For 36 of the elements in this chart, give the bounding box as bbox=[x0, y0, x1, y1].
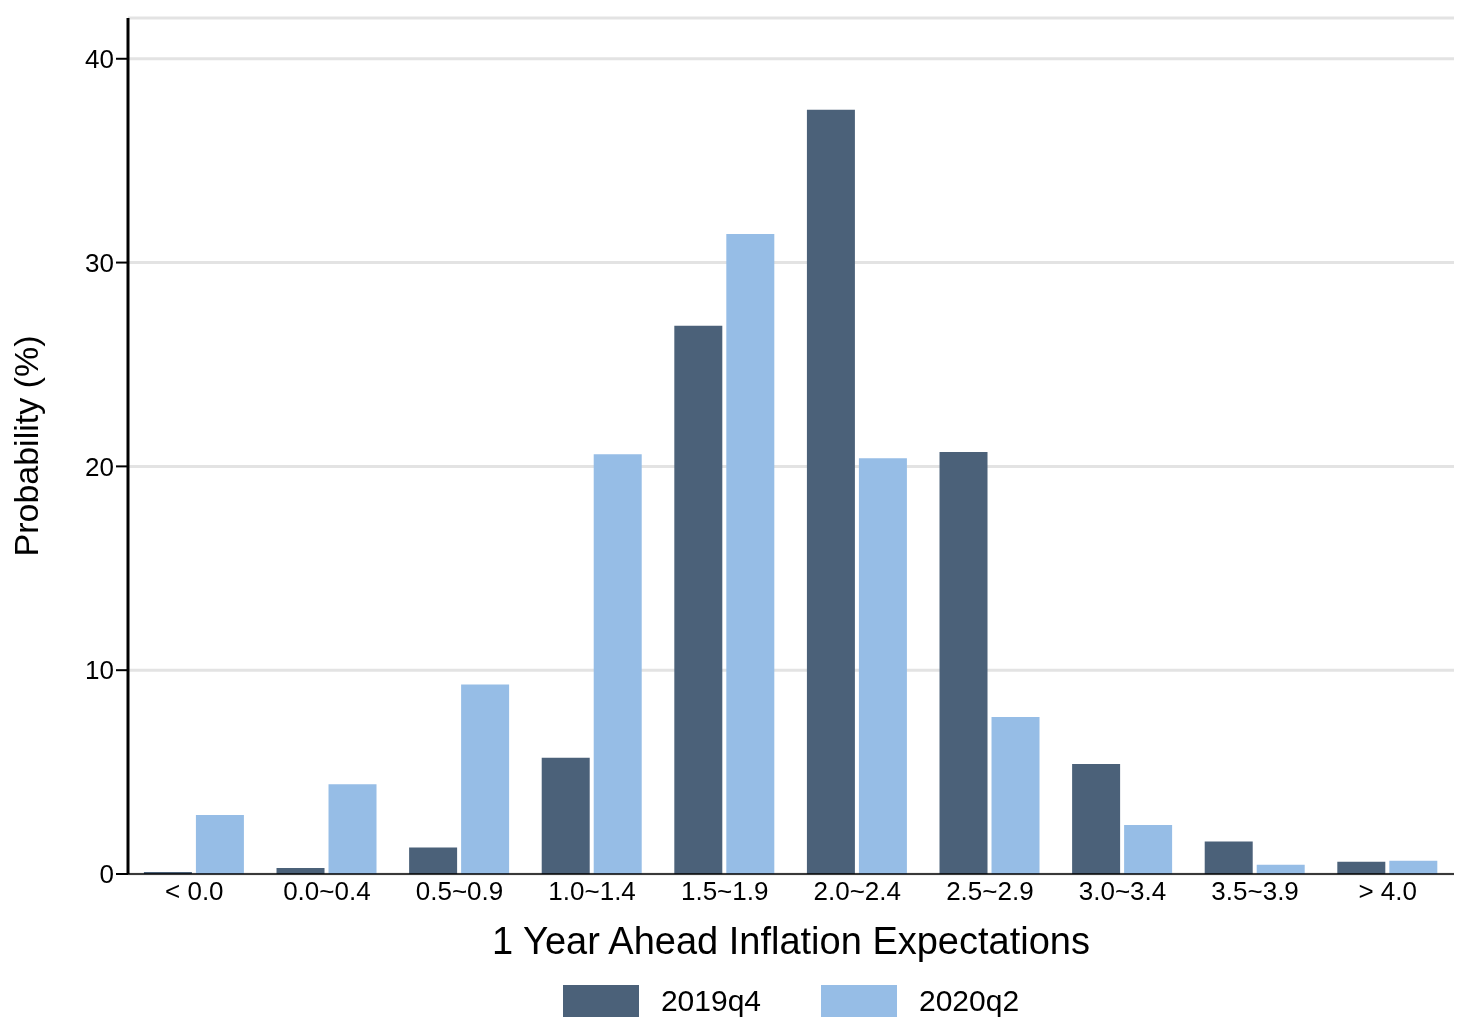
x-tick-label: 1.0~1.4 bbox=[548, 876, 636, 907]
x-axis-title: 1 Year Ahead Inflation Expectations bbox=[492, 920, 1090, 962]
y-tick-label: 10 bbox=[85, 655, 114, 686]
bar bbox=[1072, 763, 1121, 874]
y-tick-label: 40 bbox=[85, 43, 114, 74]
x-tick-label: > 4.0 bbox=[1358, 876, 1417, 907]
bar bbox=[806, 109, 855, 874]
y-tick-label: 30 bbox=[85, 247, 114, 278]
x-tick-label: 3.5~3.9 bbox=[1211, 876, 1299, 907]
x-tick-label: 0.5~0.9 bbox=[415, 876, 504, 907]
y-tick-label: 20 bbox=[85, 451, 114, 482]
bar bbox=[409, 847, 458, 874]
bar bbox=[991, 717, 1040, 874]
bar bbox=[461, 684, 510, 874]
y-tick-label: 0 bbox=[99, 859, 114, 890]
y-axis-title: Probability (%) bbox=[7, 335, 46, 557]
bar bbox=[1204, 841, 1253, 874]
x-tick-label: 1.5~1.9 bbox=[680, 876, 769, 907]
x-tick-label: 0.0~0.4 bbox=[283, 876, 371, 907]
legend-label: 2020q2 bbox=[919, 984, 1020, 1018]
bar bbox=[593, 454, 642, 874]
bar bbox=[328, 784, 377, 874]
x-tick-label: 2.0~2.4 bbox=[813, 876, 902, 907]
bar bbox=[195, 814, 244, 874]
bar bbox=[858, 458, 907, 874]
x-tick-label: 3.0~3.4 bbox=[1078, 876, 1167, 907]
bar bbox=[1124, 825, 1173, 874]
bar bbox=[1337, 861, 1386, 874]
bar bbox=[674, 325, 723, 874]
x-tick-label: 2.5~2.9 bbox=[946, 876, 1034, 907]
x-tick-label: < 0.0 bbox=[165, 876, 224, 907]
legend-label: 2019q4 bbox=[660, 984, 761, 1018]
bar bbox=[541, 757, 590, 874]
bar bbox=[726, 234, 775, 874]
bar bbox=[1389, 860, 1438, 874]
bar bbox=[939, 452, 988, 874]
